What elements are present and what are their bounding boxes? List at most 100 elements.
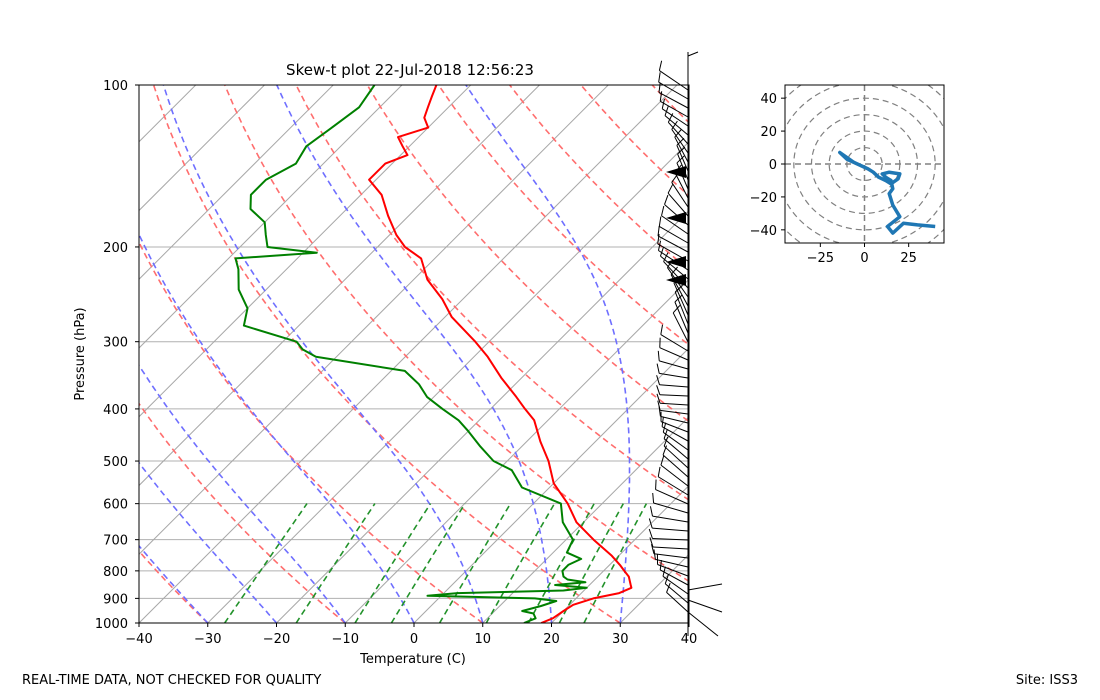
wind-barb <box>652 527 689 532</box>
wind-barb-flag <box>659 559 662 571</box>
skewt-traces <box>234 85 633 623</box>
wind-barb-flag <box>658 406 661 417</box>
isotherm-line <box>344 278 689 623</box>
isotherm-line <box>139 85 540 487</box>
wind-barb <box>657 235 689 253</box>
moist-adiabat <box>276 85 553 623</box>
mixing-ratio-line <box>390 503 466 623</box>
wind-barb-flag <box>650 543 655 554</box>
wind-barb-flag <box>663 429 668 439</box>
wind-barb-flag <box>649 506 653 517</box>
wind-barb-flag <box>660 324 664 335</box>
y-tick-label: 800 <box>103 565 128 580</box>
wind-barb-flag <box>661 205 665 216</box>
wind-barb-flag <box>666 582 671 593</box>
wind-barb-flag <box>648 518 653 529</box>
wind-barb-flag <box>656 363 660 374</box>
hodograph-line <box>838 150 936 235</box>
wind-barb-flag <box>657 240 662 251</box>
wind-barb-flag <box>671 173 678 183</box>
wind-barb <box>652 546 689 550</box>
skewt-plot-frame <box>138 84 690 624</box>
hodograph-x-tick-label: 25 <box>900 251 917 266</box>
wind-barb <box>674 291 689 325</box>
hodograph-rings <box>785 85 944 243</box>
wind-barb-flag <box>664 574 669 584</box>
moist-adiabat <box>139 232 415 623</box>
dry-adiabat <box>139 549 209 623</box>
wind-barb <box>652 515 689 523</box>
wind-barb <box>666 592 689 613</box>
isotherm-line <box>139 85 472 418</box>
wind-barb <box>657 476 689 496</box>
wind-barb <box>655 558 689 568</box>
mixing-ratio-line <box>354 503 432 623</box>
wind-barb-flag <box>657 233 660 244</box>
y-tick-label: 200 <box>103 241 128 256</box>
wind-barb <box>659 226 689 244</box>
wind-barb <box>664 115 689 136</box>
wind-barb <box>652 537 689 541</box>
wind-barb <box>659 360 689 370</box>
mixing-ratio-line <box>558 503 625 623</box>
wind-barb <box>658 92 689 109</box>
dry-adiabat <box>651 85 689 124</box>
wind-barb <box>662 454 689 478</box>
isotherm-line <box>0 85 58 623</box>
wind-barb <box>674 172 689 199</box>
wind-barb <box>671 129 689 154</box>
x-tick-label: −10 <box>332 632 359 647</box>
wind-barb <box>673 282 689 316</box>
wind-barb-flag <box>664 105 669 116</box>
y-tick-label: 900 <box>103 592 128 607</box>
wind-barb-flag <box>649 537 654 548</box>
wind-barb <box>659 394 689 397</box>
x-tick-label: −20 <box>263 632 290 647</box>
wind-barb-flag <box>658 60 663 71</box>
wind-barb-flag <box>662 422 667 433</box>
mixing-ratio-line <box>583 503 648 623</box>
wind-barb-flag <box>667 184 674 194</box>
wind-barb-flag <box>674 284 683 293</box>
moist-adiabat <box>465 85 631 623</box>
wind-barb <box>659 384 689 388</box>
wind-barbs <box>648 51 723 637</box>
dry-adiabat <box>295 85 689 502</box>
moist-adiabat <box>139 363 346 623</box>
wind-barb-flag <box>662 445 667 456</box>
wind-barb-flag <box>676 155 685 164</box>
wind-barb-pennant <box>666 166 686 178</box>
wind-barb-flag <box>653 549 656 560</box>
wind-barb-flag <box>662 566 666 577</box>
wind-barb <box>674 301 689 334</box>
hodograph-x-tick-label: 0 <box>860 251 868 266</box>
y-tick-label: 500 <box>103 455 128 470</box>
wind-barb <box>659 347 689 361</box>
isotherm-line <box>276 209 689 623</box>
x-tick-label: 30 <box>612 632 629 647</box>
y-tick-label: 700 <box>103 534 128 549</box>
wind-barb <box>687 51 699 57</box>
mixing-ratio-line <box>438 503 512 623</box>
site-label: Site: ISS3 <box>1015 673 1078 688</box>
isotherm-line <box>139 85 334 280</box>
moist-adiabat <box>139 544 209 623</box>
dry-adiabat <box>224 85 689 583</box>
isotherm-line <box>139 85 609 555</box>
temperature-trace <box>368 85 633 623</box>
y-tick-label: 300 <box>103 336 128 351</box>
hodograph-y-tick-label: −20 <box>750 191 777 206</box>
wind-barb-flag <box>677 146 686 155</box>
wind-barb <box>660 415 689 424</box>
wind-barb-flag <box>657 225 660 236</box>
wind-barb-flag <box>663 252 669 262</box>
wind-barb-flag <box>672 305 681 314</box>
wind-barb <box>659 70 689 91</box>
isotherm-line <box>139 85 403 349</box>
wind-barb <box>661 426 689 442</box>
hodograph-axis-ticks: −25 0 25 −40 −20 0 20 40 <box>750 92 917 266</box>
hodograph-x-tick-label: −25 <box>807 251 834 266</box>
wind-barb <box>667 192 689 217</box>
